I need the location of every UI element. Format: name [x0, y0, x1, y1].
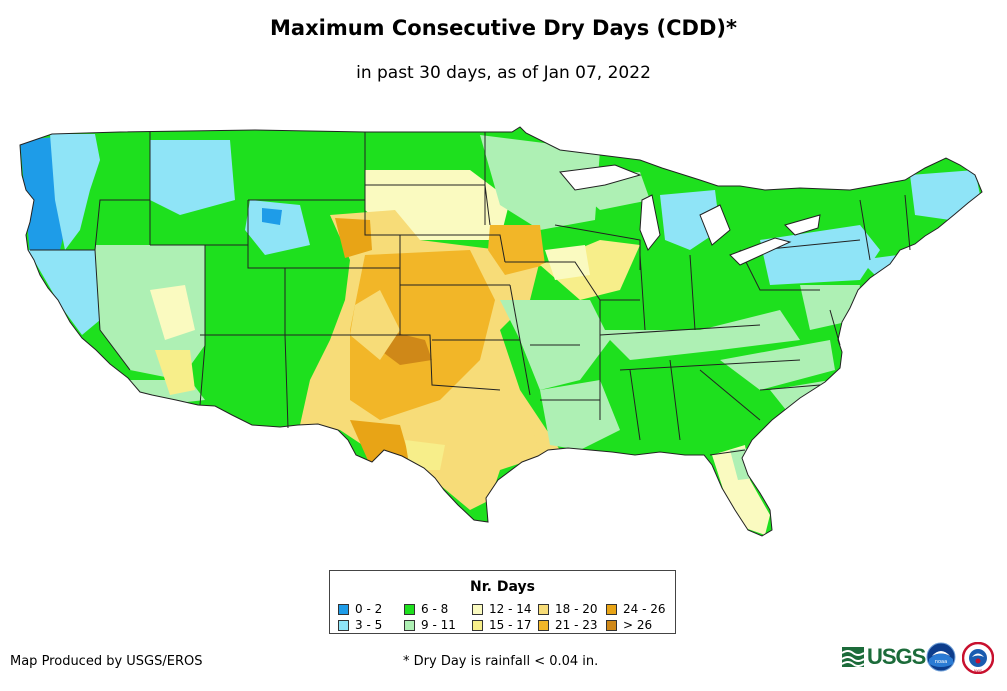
usgs-logo-text: USGS [867, 644, 926, 669]
legend-swatch [338, 604, 349, 615]
legend-title: Nr. Days [470, 579, 535, 595]
map-credit: Map Produced by USGS/EROS [10, 654, 203, 669]
legend-swatch [606, 620, 617, 631]
legend-swatch [538, 620, 549, 631]
usgs-mark-icon [842, 647, 864, 667]
nws-logo-text: NWS [974, 669, 983, 673]
legend-label: 15 - 17 [489, 618, 532, 632]
legend-label: > 26 [623, 618, 653, 632]
great-lakes [559, 164, 821, 266]
map-title: Maximum Consecutive Dry Days (CDD)* [270, 16, 737, 40]
legend-item: 12 - 14 [472, 603, 532, 616]
legend-item: 24 - 26 [606, 603, 666, 616]
map-subtitle: in past 30 days, as of Jan 07, 2022 [356, 63, 651, 83]
legend-item: 9 - 11 [404, 619, 456, 632]
legend-swatch [472, 620, 483, 631]
legend-item: 0 - 2 [338, 603, 382, 616]
dry-day-footnote: * Dry Day is rainfall < 0.04 in. [403, 654, 599, 669]
legend-swatch [404, 620, 415, 631]
legend-swatch [404, 604, 415, 615]
legend-item: 21 - 23 [538, 619, 598, 632]
legend-label: 6 - 8 [421, 602, 449, 616]
legend-label: 12 - 14 [489, 602, 532, 616]
legend-item: > 26 [606, 619, 652, 632]
nws-logo-icon: NWS [962, 642, 994, 674]
legend-item: 3 - 5 [338, 619, 382, 632]
legend-swatch [538, 604, 549, 615]
us-dry-days-map [19, 126, 983, 537]
legend-item: 15 - 17 [472, 619, 532, 632]
map-land [20, 127, 982, 536]
noaa-logo-icon: noaa [926, 642, 956, 672]
legend: Nr. Days 0 - 2 3 - 5 6 - 8 9 - 11 12 - 1… [329, 570, 676, 634]
agency-logos: USGS noaa NWS [842, 640, 1002, 676]
legend-label: 18 - 20 [555, 602, 598, 616]
legend-swatch [338, 620, 349, 631]
legend-label: 3 - 5 [355, 618, 383, 632]
usgs-logo: USGS [842, 644, 926, 670]
legend-label: 21 - 23 [555, 618, 598, 632]
legend-label: 0 - 2 [355, 602, 383, 616]
legend-label: 9 - 11 [421, 618, 456, 632]
noaa-logo-text: noaa [935, 659, 947, 665]
legend-swatch [606, 604, 617, 615]
legend-swatch [472, 604, 483, 615]
legend-item: 18 - 20 [538, 603, 598, 616]
legend-label: 24 - 26 [623, 602, 666, 616]
legend-item: 6 - 8 [404, 603, 448, 616]
